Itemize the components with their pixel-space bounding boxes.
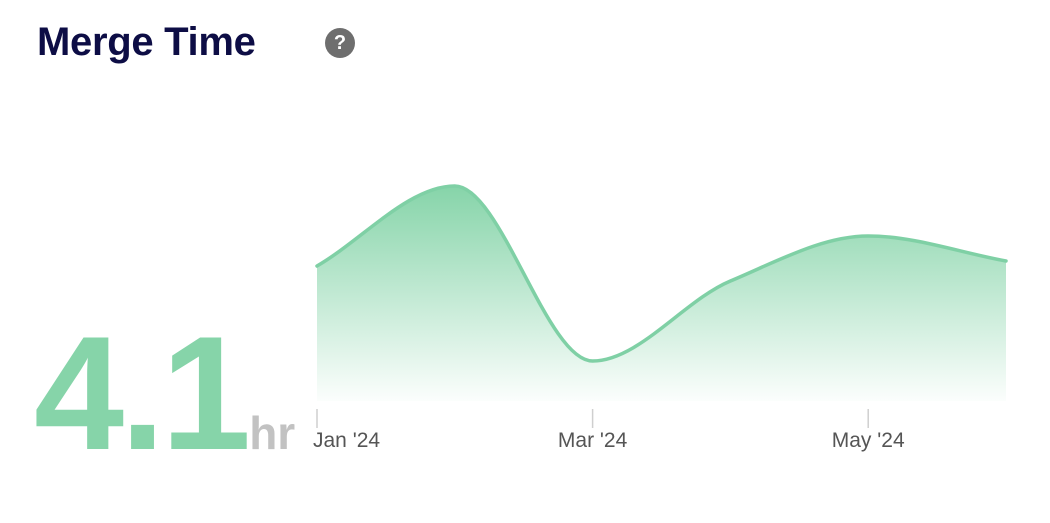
data-point-2024-05[interactable] (862, 230, 874, 242)
x-tick-label: May '24 (832, 429, 905, 452)
merge-time-area-chart: Jan '24 Mar '24 May '24 (311, 180, 1012, 452)
series-line (315, 184, 1008, 363)
data-point-2024-01[interactable] (311, 260, 323, 272)
x-tick-label: Mar '24 (558, 429, 628, 452)
data-point-2024-04[interactable] (724, 275, 736, 287)
metric-unit: hr (249, 407, 296, 459)
x-tick-label: Jan '24 (313, 429, 380, 452)
data-point-2024-03[interactable] (587, 355, 599, 367)
merge-time-metric: 4.1hr (34, 304, 295, 484)
data-point-2024-02[interactable] (449, 180, 461, 192)
metric-value: 4.1 (34, 303, 251, 484)
page-title: Merge Time (37, 20, 256, 64)
area-fill (317, 186, 1006, 401)
data-point-2024-06[interactable] (1000, 255, 1012, 267)
help-icon[interactable]: ? (325, 28, 355, 58)
